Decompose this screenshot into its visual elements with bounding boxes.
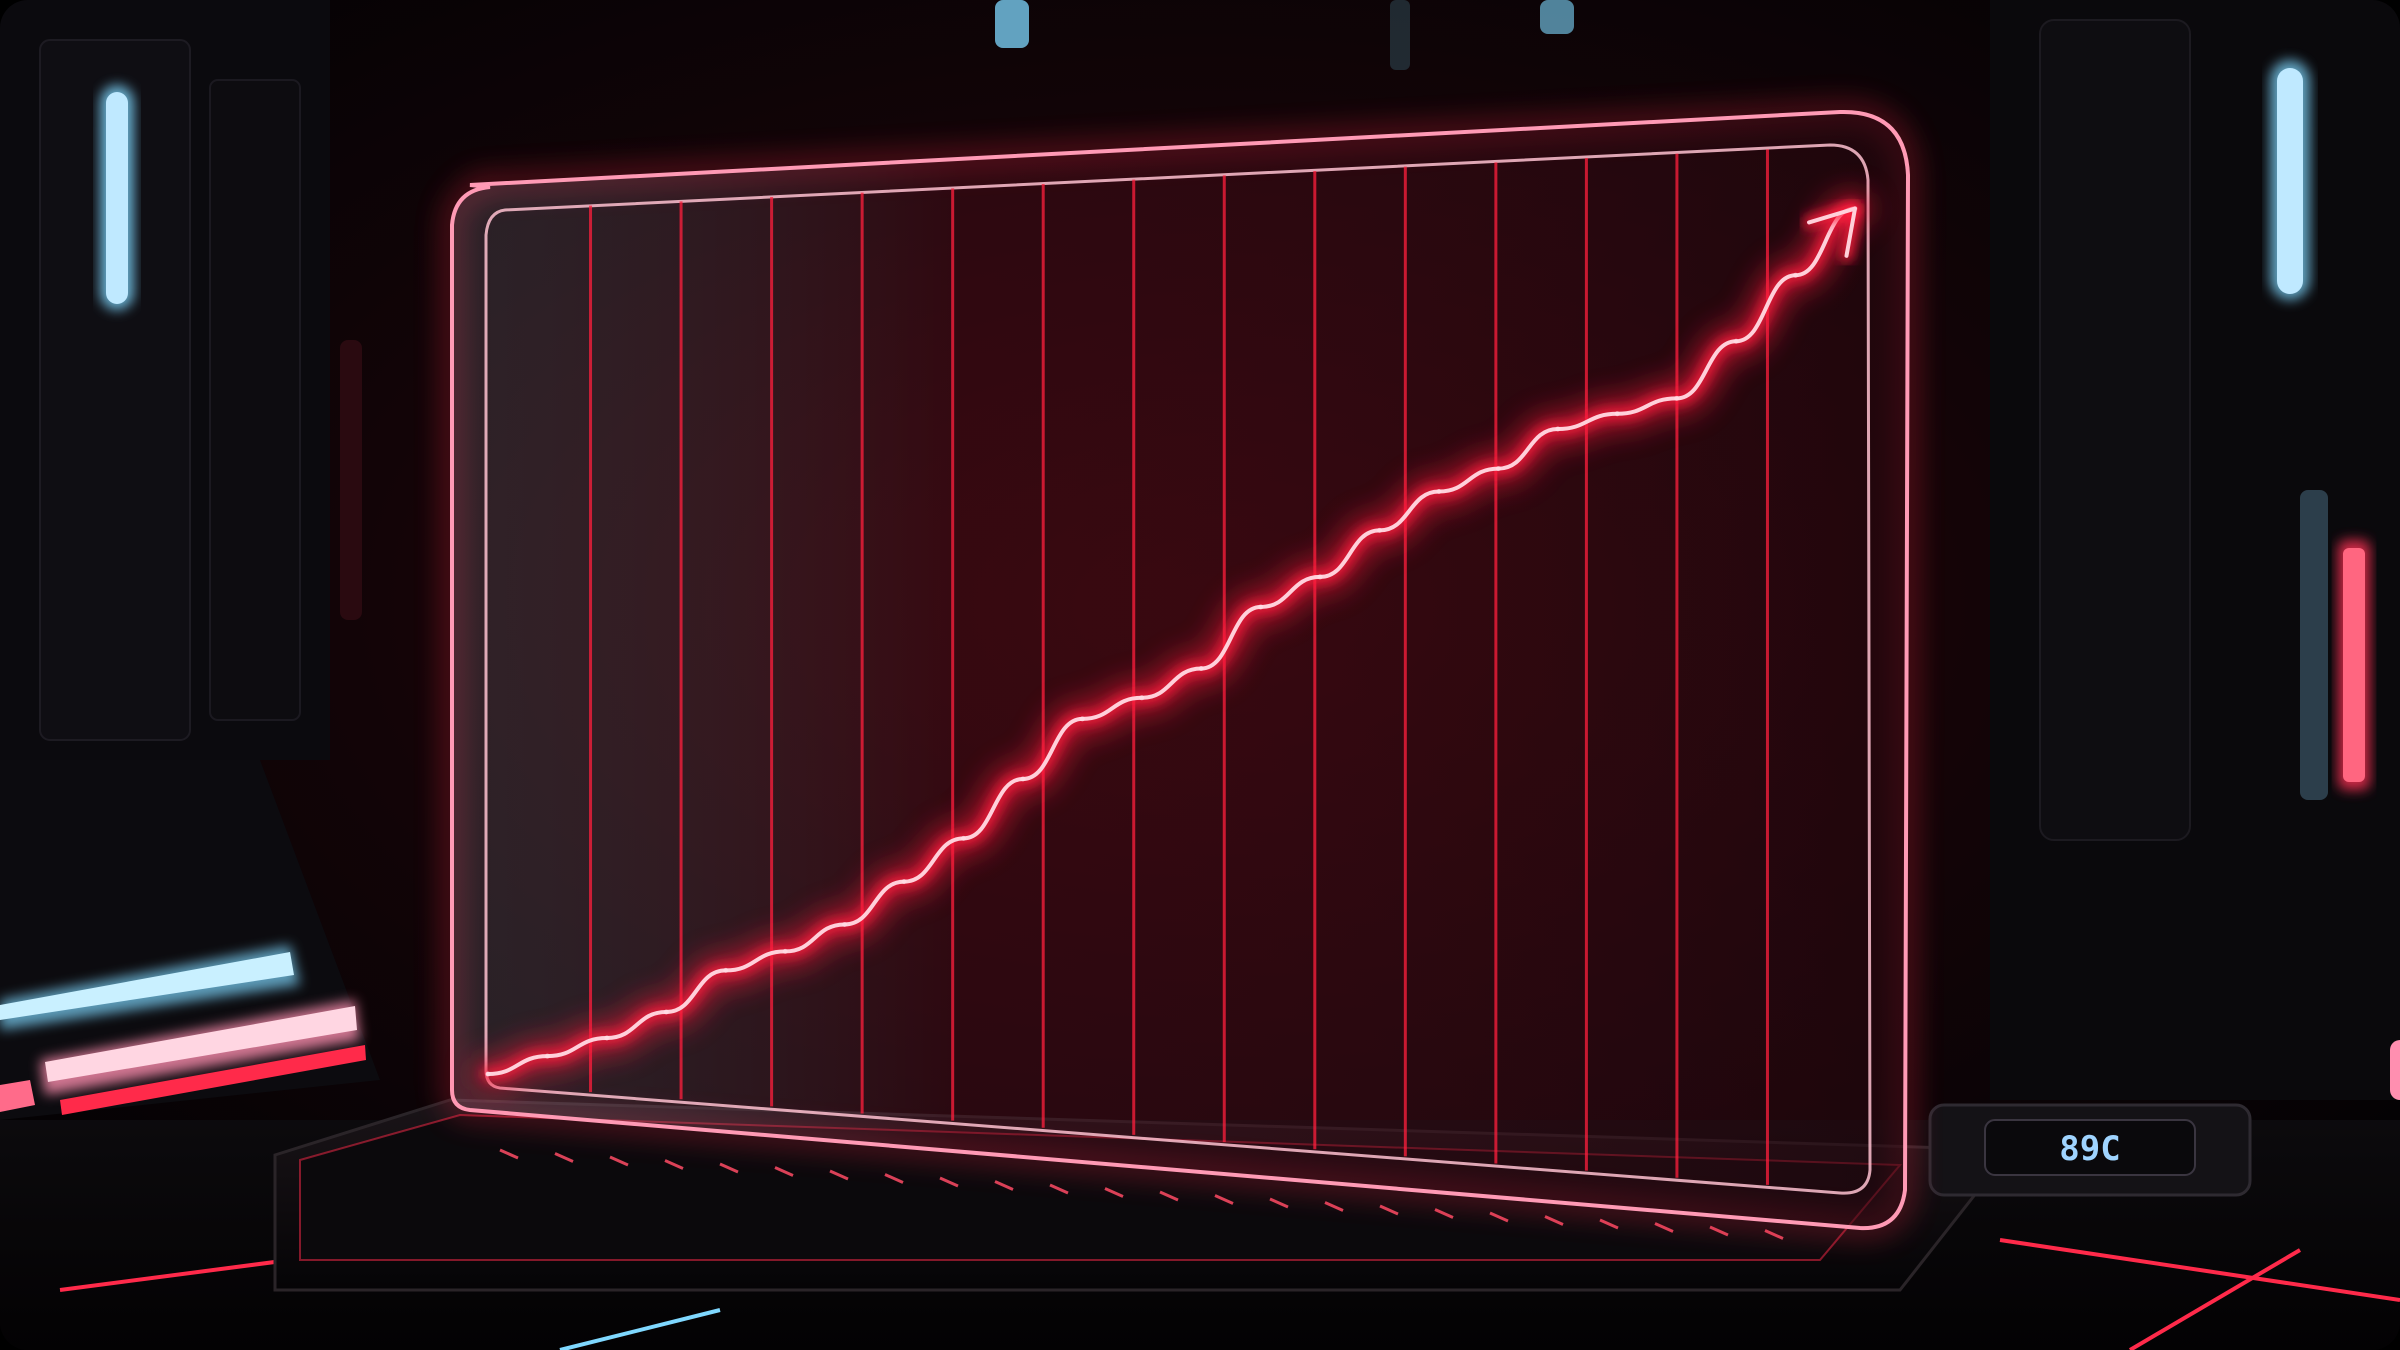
ruler-tick <box>719 1162 739 1174</box>
ruler-tick <box>774 1166 794 1177</box>
ruler-tick <box>1324 1201 1344 1212</box>
ruler-tick <box>609 1155 629 1167</box>
data-point <box>1139 695 1145 701</box>
ruler-tick <box>1049 1183 1069 1195</box>
device: 89C <box>1928 1103 2252 1197</box>
chart-panel <box>443 102 1918 1238</box>
data-point <box>1079 716 1085 722</box>
data-point <box>1436 489 1442 495</box>
data-point <box>1258 604 1264 610</box>
data-point <box>1555 426 1561 432</box>
cyan-light-bar-core <box>106 92 128 304</box>
device-badge-text: 89C <box>2059 1129 2120 1169</box>
ruler-tick <box>1159 1190 1179 1202</box>
arrow-head <box>1807 206 1857 258</box>
data-point <box>1793 272 1799 278</box>
ruler-tick <box>1764 1229 1784 1240</box>
data-point <box>1614 411 1620 417</box>
ruler-tick <box>994 1180 1014 1191</box>
left-desk <box>0 760 380 1120</box>
data-point <box>1377 527 1383 533</box>
data-point <box>1317 574 1323 580</box>
base-ruler-ticks <box>499 1148 1784 1240</box>
data-point <box>1674 395 1680 401</box>
right-wall <box>1990 0 2400 1100</box>
data-point <box>1495 466 1501 472</box>
ruler-tick <box>499 1148 519 1160</box>
ruler-tick <box>554 1152 574 1163</box>
arrow-up-right-icon <box>1803 202 1861 262</box>
ruler-tick <box>1434 1208 1454 1219</box>
data-point <box>960 835 966 841</box>
data-point <box>544 1053 550 1059</box>
data-point <box>723 967 729 973</box>
data-point <box>604 1035 610 1041</box>
ruler-tick <box>1104 1187 1124 1198</box>
data-point <box>1020 776 1026 782</box>
data-point <box>1733 338 1739 344</box>
data-point <box>901 879 907 885</box>
ruler-tick <box>1544 1215 1564 1226</box>
chart-plot <box>471 191 1872 1092</box>
data-point <box>1198 666 1204 672</box>
ruler-tick <box>829 1169 849 1181</box>
ruler-tick <box>1654 1222 1674 1233</box>
pink-neon-strip <box>45 1006 357 1082</box>
ruler-tick <box>1214 1194 1234 1205</box>
data-point <box>485 1071 491 1077</box>
left-wall <box>0 0 362 760</box>
ruler-tick <box>884 1173 904 1184</box>
ruler-tick <box>939 1176 959 1188</box>
data-point <box>782 948 788 954</box>
data-point <box>842 921 848 927</box>
ruler-tick <box>1709 1225 1729 1237</box>
ruler-tick <box>664 1159 684 1170</box>
glass-panel-inner-border <box>484 143 1872 1195</box>
ceiling-lights <box>995 0 1574 70</box>
ruler-tick <box>1379 1204 1399 1216</box>
ruler-tick <box>1269 1197 1289 1209</box>
ruler-tick <box>1599 1218 1619 1230</box>
ruler-tick <box>1489 1211 1509 1223</box>
data-point <box>663 1009 669 1015</box>
cyan-neon-strip <box>0 952 294 1020</box>
